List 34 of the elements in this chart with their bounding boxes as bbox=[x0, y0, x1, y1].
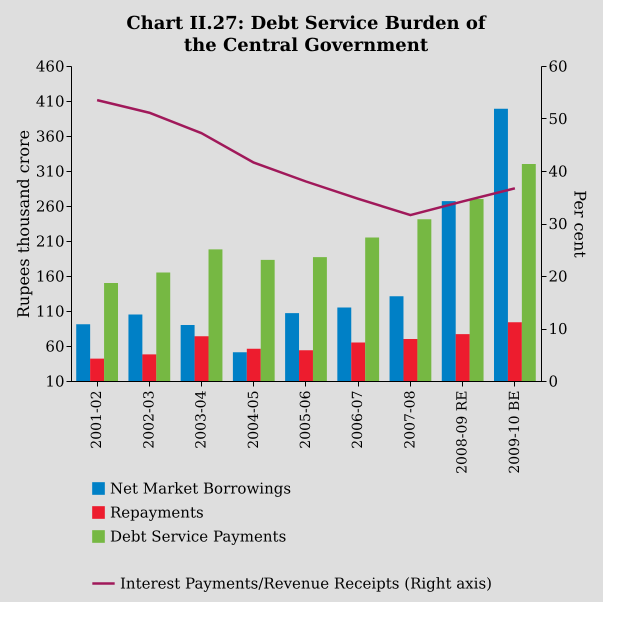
y2-tick-label: 0 bbox=[548, 372, 558, 390]
x-tick-label: 2001-02 bbox=[89, 390, 106, 449]
y2-tick-label: 30 bbox=[548, 215, 568, 233]
y-tick-label: 310 bbox=[36, 162, 64, 180]
y2-tick-label: 40 bbox=[548, 162, 568, 180]
x-tick-label: 2005-06 bbox=[298, 390, 314, 449]
y-tick-label: 10 bbox=[45, 372, 64, 390]
y2-tick-label: 50 bbox=[548, 110, 568, 128]
x-tick-label: 2006-07 bbox=[350, 390, 366, 449]
legend-label: Net Market Borrowings bbox=[110, 480, 292, 498]
chart-title: Chart II.27: Debt Service Burden of the Central Government bbox=[126, 13, 487, 56]
line-series bbox=[96, 98, 516, 216]
x-tick-label: 2007-08 bbox=[402, 390, 418, 449]
y-tick-label: 110 bbox=[36, 302, 64, 320]
y-axis-title: Rupees thousand crore bbox=[14, 130, 33, 318]
y2-tick-label: 20 bbox=[548, 268, 568, 286]
x-tick-label: 2003-04 bbox=[194, 390, 210, 449]
y-tick-label: 260 bbox=[36, 198, 64, 216]
y-tick-label: 60 bbox=[45, 338, 64, 356]
y2-tick-label: 10 bbox=[548, 320, 568, 338]
y2-axis-title: Per cent bbox=[570, 190, 590, 258]
legend-label: Interest Payments/Revenue Receipts (Right axis) bbox=[120, 574, 492, 592]
x-tick-label: 2002-03 bbox=[141, 390, 158, 449]
y-tick-label: 410 bbox=[36, 92, 64, 110]
y-tick-label: 160 bbox=[36, 268, 64, 286]
legend-label: Debt Service Payments bbox=[110, 528, 286, 546]
x-tick-label: 2008-09 RE bbox=[454, 390, 471, 474]
y-tick-label: 210 bbox=[36, 232, 64, 250]
y-tick-label: 360 bbox=[36, 128, 64, 146]
y2-tick-label: 60 bbox=[548, 58, 568, 76]
y-tick-label: 460 bbox=[36, 58, 64, 76]
legend-label: Repayments bbox=[110, 504, 204, 522]
x-tick-label: 2004-05 bbox=[246, 390, 262, 449]
x-tick-label: 2009-10 BE bbox=[506, 390, 523, 474]
